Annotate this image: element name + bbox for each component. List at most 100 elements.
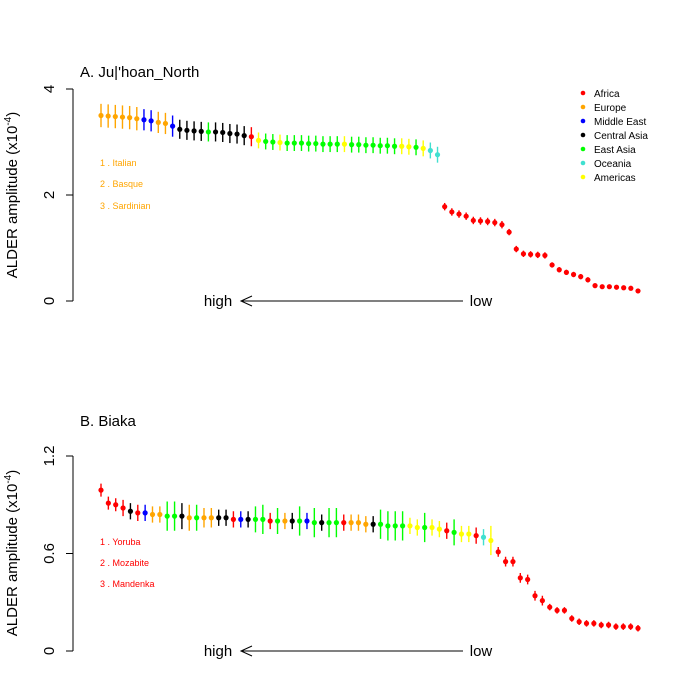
panel-b-data-point <box>105 496 111 510</box>
panel-b-point-marker <box>120 505 126 511</box>
panel-b-point-marker <box>223 515 229 521</box>
panel-a-data-point <box>520 250 527 258</box>
panel-b-arrow-high-label: high <box>204 643 232 660</box>
panel-a-point-marker <box>177 126 183 132</box>
panel-a-y-label-close: ) <box>4 112 21 117</box>
panel-a-data-point <box>134 107 140 131</box>
panel-b-point-marker <box>488 537 494 544</box>
panel-a-top-list-item: 1 . Italian <box>100 158 137 168</box>
legend-label: Africa <box>594 89 620 100</box>
panel-b-point-marker <box>238 516 244 522</box>
panel-b-y-tick-label: 1.2 <box>41 446 58 467</box>
panel-a-point-marker <box>112 113 118 120</box>
panel-b-data-point <box>458 525 465 543</box>
panel-a-data-point <box>406 138 412 155</box>
panel-b-data-point <box>517 573 523 583</box>
panel-a-data-point <box>112 104 118 129</box>
panel-b-data-point <box>201 508 207 528</box>
panel-b-data-point <box>488 525 494 556</box>
panel-a-top-list-item: 3 . Sardinian <box>100 201 151 211</box>
panel-a-point-marker <box>621 285 627 291</box>
panel-a-data-point <box>170 115 176 137</box>
panel-a-point-marker <box>98 112 104 119</box>
panel-a-data-point <box>499 220 505 229</box>
panel-a-data-point <box>320 136 326 153</box>
panel-a-point-marker <box>234 131 240 137</box>
panel-b-arrow-head <box>239 645 253 657</box>
panel-b-data-point <box>171 501 178 531</box>
panel-b-point-marker <box>230 516 237 522</box>
panel-b-point-marker <box>569 615 575 622</box>
panel-a-data-point <box>628 285 634 291</box>
panel-b-data-point <box>135 504 141 521</box>
panel-a-arrow-low-label: low <box>470 293 493 310</box>
panel-a-data-point <box>363 137 369 154</box>
panel-b-point-marker <box>333 520 339 526</box>
panel-a-point-marker <box>413 144 419 150</box>
panel-b-top-list: 1 . Yoruba 2 . Mozabite 3 . Mandenka <box>100 537 155 589</box>
panel-a-y-tick-label: 4 <box>41 85 58 93</box>
panel-a-point-marker <box>556 267 562 273</box>
panel-b-point-marker <box>561 607 568 613</box>
panel-a-point-marker <box>377 143 383 149</box>
panel-a-point-marker <box>298 140 305 146</box>
panel-a: A. Ju|'hoan_North 0 2 4 ALDER amplitude (x… <box>3 64 641 310</box>
panel-b-point-marker <box>532 593 538 599</box>
panel-a-point-marker <box>105 113 111 119</box>
panel-a-point-marker <box>463 213 469 219</box>
panel-b-data-point <box>341 514 347 531</box>
panel-b-point-marker <box>245 516 251 522</box>
panel-b-data-point <box>186 504 192 531</box>
panel-b-data-point <box>583 620 590 627</box>
panel-b-data-point <box>120 499 126 517</box>
panel-a-data-point <box>492 218 498 227</box>
panel-b-data-point <box>274 508 281 534</box>
panel-b-data-point <box>605 621 612 629</box>
panel-a-data-point <box>227 123 233 144</box>
legend-item-east-asia: East Asia <box>580 145 636 156</box>
panel-a-point-marker <box>141 117 147 123</box>
panel-b-point-marker <box>98 487 104 493</box>
panel-a-point-marker <box>606 284 612 290</box>
panel-a-data-point <box>606 284 612 290</box>
panel-b-point-marker <box>326 520 332 526</box>
panel-a-data-point <box>155 111 161 133</box>
panel-a-data-point <box>105 104 111 128</box>
panel-b-point-marker <box>591 620 597 626</box>
panel-b-point-marker <box>194 515 200 521</box>
panel-b-top-list-item: 3 . Mandenka <box>100 579 155 589</box>
panel-a-data-point <box>370 137 376 154</box>
panel-b-point-marker <box>429 524 435 531</box>
legend-item-middle-east: Middle East <box>580 117 646 128</box>
legend-item-oceania: Oceania <box>580 159 632 170</box>
panel-a-points <box>98 103 641 294</box>
panel-b-data-point <box>245 511 251 528</box>
panel-b-top-list-item: 2 . Mozabite <box>100 558 149 568</box>
panel-a-point-marker <box>585 277 591 283</box>
panel-b-y-label-main: ALDER amplitude (x10 <box>4 484 21 637</box>
panel-b-data-point <box>326 508 332 538</box>
panel-a-point-marker <box>134 116 140 122</box>
panel-b-data-point <box>252 506 259 533</box>
panel-b-y-tick-label: 0.6 <box>41 543 58 564</box>
panel-a-data-point <box>506 228 512 236</box>
panel-a-point-marker <box>477 218 484 224</box>
panel-b-y-label-exp: -4 <box>3 474 14 483</box>
panel-a-data-point <box>191 121 197 141</box>
panel-a-point-marker <box>592 283 598 289</box>
panel-b-point-marker <box>480 534 487 540</box>
panel-b-data-point <box>289 512 295 530</box>
panel-b-point-marker <box>517 575 523 581</box>
panel-a-point-marker <box>485 218 491 225</box>
panel-b-point-marker <box>113 502 119 508</box>
panel-b-data-point <box>113 498 119 512</box>
panel-b: B. Biaka 0 0.6 1.2 ALDER amplitude (x10-4)… <box>3 413 641 660</box>
panel-b-point-marker <box>127 508 134 514</box>
panel-b-point-marker <box>135 510 141 516</box>
legend-item-europe: Europe <box>580 103 627 114</box>
panel-b-data-point <box>554 607 560 614</box>
panel-b-point-marker <box>149 511 156 518</box>
panel-b-point-marker <box>466 531 472 537</box>
panel-a-point-marker <box>613 284 620 290</box>
panel-b-y-label-close: ) <box>4 470 21 475</box>
